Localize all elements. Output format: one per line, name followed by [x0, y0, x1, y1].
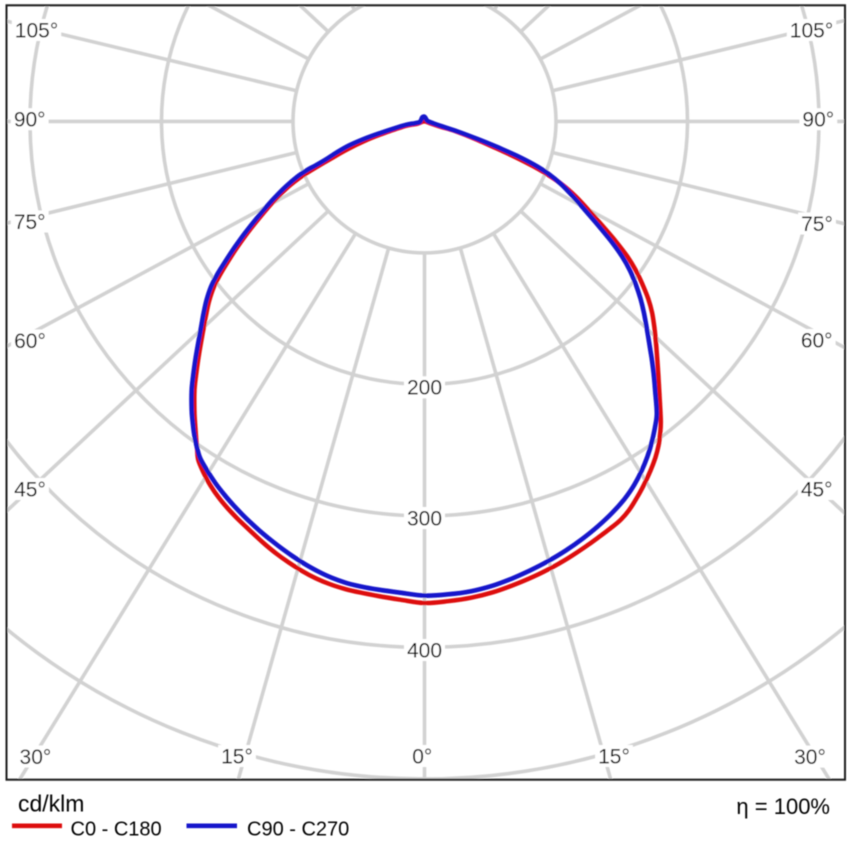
svg-text:15°: 15°	[221, 745, 253, 768]
svg-text:60°: 60°	[14, 330, 46, 353]
svg-text:300: 300	[407, 507, 442, 530]
svg-text:90°: 90°	[14, 109, 46, 132]
svg-text:105°: 105°	[790, 19, 833, 42]
svg-text:30°: 30°	[20, 746, 52, 769]
svg-text:C0 - C180: C0 - C180	[71, 818, 162, 840]
svg-text:200: 200	[407, 377, 442, 400]
svg-text:C90 - C270: C90 - C270	[247, 818, 349, 840]
svg-text:105°: 105°	[15, 19, 58, 42]
svg-text:cd/klm: cd/klm	[18, 791, 84, 817]
svg-text:400: 400	[407, 639, 442, 662]
svg-text:60°: 60°	[801, 329, 833, 352]
svg-text:15°: 15°	[598, 745, 630, 768]
svg-text:75°: 75°	[801, 213, 833, 236]
svg-text:η = 100%: η = 100%	[736, 794, 830, 819]
svg-text:75°: 75°	[14, 211, 46, 234]
svg-text:45°: 45°	[14, 478, 46, 501]
svg-text:90°: 90°	[802, 109, 834, 132]
svg-text:30°: 30°	[794, 746, 826, 769]
svg-text:0°: 0°	[412, 745, 432, 768]
svg-text:45°: 45°	[801, 478, 833, 501]
